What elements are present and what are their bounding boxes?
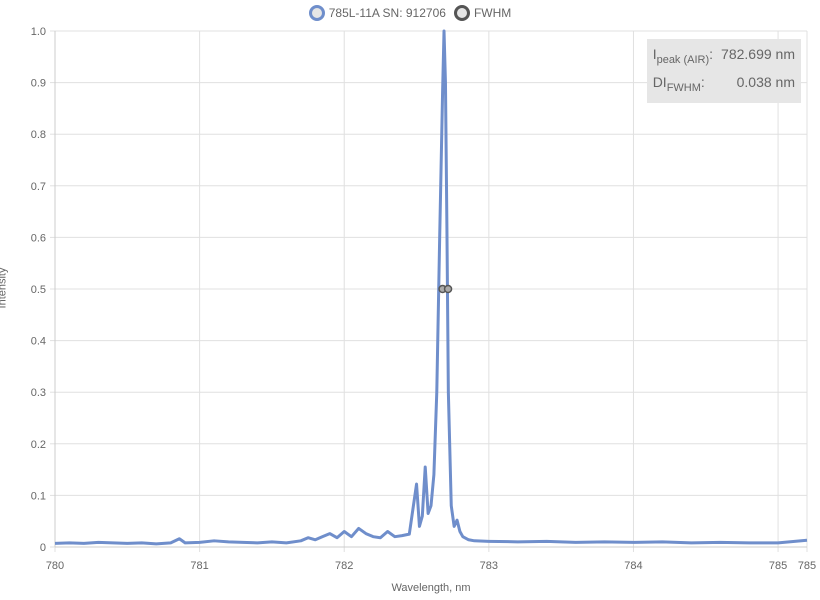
peak-label: Ipeak (AIR):	[652, 46, 714, 66]
series-layer	[54, 29, 808, 546]
fwhm-row: DIFWHM: 0.038 nm	[653, 71, 795, 99]
y-tick-label: 0.6	[31, 232, 46, 244]
y-axis-title: Intensity	[0, 267, 9, 309]
spectrum-line	[54, 29, 808, 546]
legend-series-label: 785L-11A SN: 912706	[328, 6, 446, 20]
y-tick-label: 0.7	[31, 181, 46, 193]
fwhm-value: 0.038 nm	[736, 73, 795, 90]
x-tick-label: 785	[769, 560, 787, 572]
y-tick-label: 0.9	[31, 78, 46, 90]
y-tick-label: 0.4	[31, 336, 46, 348]
x-tick-label: 783	[480, 560, 498, 572]
stats-panel: Ipeak (AIR): 782.699 nm DIFWHM: 0.038 nm	[646, 39, 801, 103]
legend: 785L-11A SN: 912706 FWHM	[0, 5, 820, 21]
x-tick-label: 784	[624, 560, 642, 572]
y-tick-label: 0.5	[31, 284, 46, 296]
legend-item-fwhm[interactable]: FWHM	[453, 5, 512, 21]
legend-item-series[interactable]: 785L-11A SN: 912706	[308, 5, 446, 21]
legend-fwhm-label: FWHM	[473, 6, 512, 20]
x-tick-label: 782	[335, 560, 353, 572]
fwhm-label: DIFWHM:	[652, 73, 705, 94]
x-tick-label: 781	[190, 560, 208, 572]
peak-value: 782.699 nm	[721, 46, 795, 62]
x-axis-title: Wavelength, nm	[391, 582, 471, 594]
fwhm-markers	[438, 284, 453, 294]
fwhm-swatch-icon	[453, 5, 470, 21]
grid	[54, 30, 808, 548]
x-tick-label: 785	[798, 560, 816, 572]
x-tick-label: 780	[46, 560, 64, 572]
y-tick-label: 0.1	[31, 490, 46, 502]
y-tick-label: 1.0	[31, 26, 46, 38]
fwhm-point	[443, 284, 453, 294]
axes: 0 0.1 0.2 0.3 0.4 0.5 0.6 0.7 0.8 0.9 1.0 780 781 782…	[31, 26, 816, 572]
y-tick-label: 0.8	[31, 129, 46, 141]
y-tick-label: 0	[40, 542, 46, 554]
y-tick-label: 0.3	[31, 387, 46, 399]
series-swatch-icon	[308, 5, 325, 21]
peak-row: Ipeak (AIR): 782.699 nm	[653, 43, 795, 71]
y-tick-label: 0.2	[31, 439, 46, 451]
